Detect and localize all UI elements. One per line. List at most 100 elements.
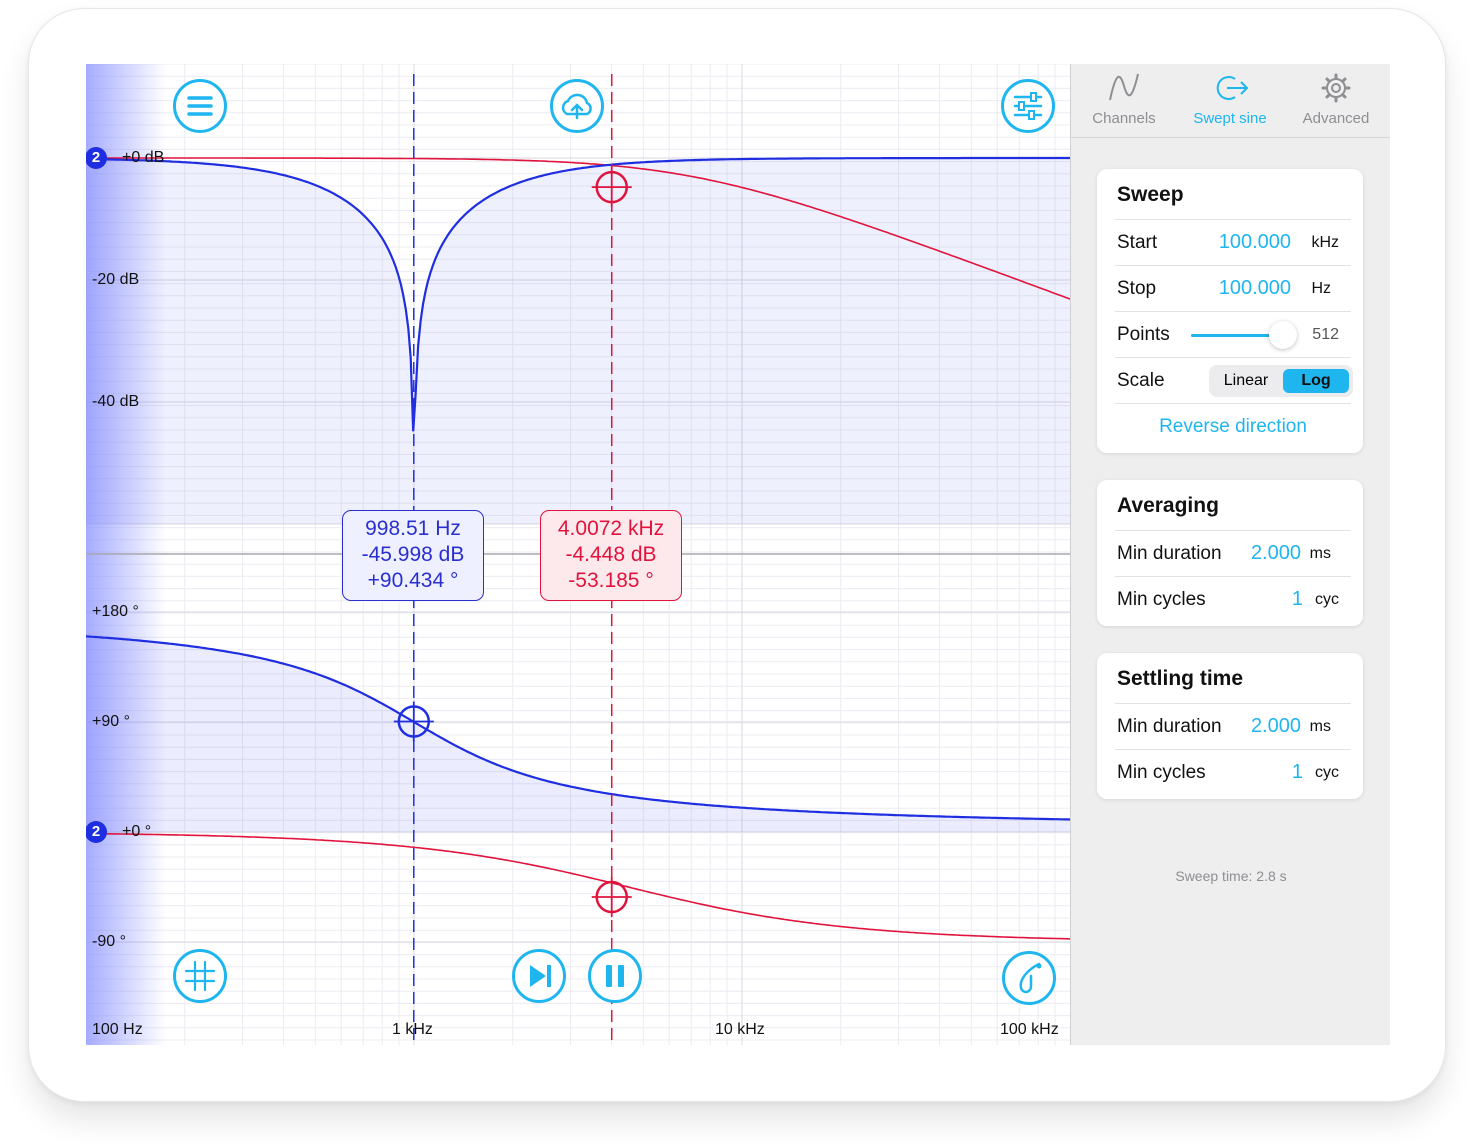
settling-cycles-value[interactable]: 1	[1291, 761, 1303, 783]
sweep-scale-row: Scale Linear Log	[1115, 357, 1353, 404]
settling-duration-value[interactable]: 2.000	[1250, 715, 1301, 737]
scale-option-log[interactable]: Log	[1283, 369, 1349, 393]
averaging-cycles-value[interactable]: 1	[1291, 588, 1303, 610]
points-label: Points	[1117, 324, 1170, 345]
start-unit: kHz	[1311, 234, 1339, 251]
settling-duration-row[interactable]: Min duration 2.000 ms	[1115, 703, 1351, 750]
readout-red-phase: -53.185 °	[568, 569, 654, 592]
sweep-start-row[interactable]: Start 100.000 kHz	[1115, 219, 1351, 266]
y-label-plus90deg: +90 °	[92, 713, 130, 730]
settling-cycles-label: Min cycles	[1117, 762, 1206, 783]
averaging-cycles-label: Min cycles	[1117, 589, 1206, 610]
grid-button[interactable]	[173, 949, 227, 1003]
sliders-icon	[1013, 92, 1043, 120]
reverse-direction-button[interactable]: Reverse direction	[1159, 416, 1307, 437]
settling-cycles-row[interactable]: Min cycles 1 cyc	[1115, 749, 1351, 796]
settling-card: Settling time Min duration 2.000 ms Min …	[1097, 653, 1363, 799]
gear-icon	[1321, 73, 1351, 103]
readout-blue-freq: 998.51 Hz	[365, 517, 461, 540]
x-label-100khz: 100 kHz	[1000, 1021, 1059, 1038]
pause-button[interactable]	[588, 949, 642, 1003]
sweep-reverse-row: Reverse direction	[1115, 403, 1351, 450]
tuning-fork-icon	[1019, 962, 1042, 994]
step-forward-icon	[530, 965, 551, 987]
readout-blue-mag: -45.998 dB	[361, 543, 465, 566]
points-slider-fill[interactable]	[1191, 334, 1281, 337]
tab-swept-sine[interactable]: Swept sine	[1177, 70, 1283, 134]
app-screen: +0 dB -20 dB -40 dB +180 ° +90 ° +0 ° -9…	[86, 64, 1390, 1045]
swept-sine-icon	[1216, 76, 1249, 100]
step-forward-button[interactable]	[512, 949, 566, 1003]
y-label-0db: +0 dB	[122, 149, 165, 166]
blue-phase-marker-cross	[393, 701, 434, 742]
y-label-plus180deg: +180 °	[92, 603, 139, 620]
averaging-cycles-row[interactable]: Min cycles 1 cyc	[1115, 576, 1351, 623]
y-label-minus90deg: -90 °	[92, 933, 126, 950]
red-magnitude-marker-cross	[591, 167, 632, 208]
cloud-upload-icon	[561, 93, 592, 120]
settling-duration-label: Min duration	[1117, 716, 1222, 737]
tab-bar: Channels Swept sine	[1071, 64, 1390, 138]
red-phase-marker-cross	[591, 877, 632, 918]
points-value: 512	[1312, 326, 1339, 343]
averaging-duration-row[interactable]: Min duration 2.000 ms	[1115, 530, 1351, 577]
x-label-10khz: 10 kHz	[715, 1021, 765, 1038]
sweep-title: Sweep	[1117, 183, 1184, 206]
cursor-readout-blue[interactable]: 998.51 Hz -45.998 dB +90.434 °	[342, 510, 484, 601]
stop-label: Stop	[1117, 278, 1157, 299]
pause-icon	[606, 965, 624, 987]
start-value[interactable]: 100.000	[1218, 231, 1291, 253]
x-label-100hz: 100 Hz	[92, 1021, 143, 1038]
settling-duration-unit: ms	[1309, 718, 1331, 735]
red-phase-curve	[86, 832, 1070, 940]
stop-value[interactable]: 100.000	[1218, 277, 1291, 299]
phase-fill	[86, 636, 1070, 832]
channel-badge-phase[interactable]: 2	[86, 821, 107, 843]
settling-title: Settling time	[1117, 667, 1244, 690]
readout-blue-phase: +90.434 °	[367, 569, 459, 592]
tab-swept-sine-label: Swept sine	[1193, 110, 1267, 127]
magnitude-fill	[86, 158, 1070, 524]
y-label-0deg: +0 °	[122, 823, 152, 840]
upload-button[interactable]	[550, 79, 604, 133]
averaging-card: Averaging Min duration 2.000 ms Min cycl…	[1097, 480, 1363, 626]
sweep-time-status: Sweep time: 2.8 s	[1175, 868, 1287, 884]
tab-channels[interactable]: Channels	[1071, 70, 1177, 134]
menu-icon	[187, 96, 213, 116]
red-magnitude-curve	[86, 157, 1070, 300]
averaging-title: Averaging	[1117, 494, 1219, 517]
y-label-minus40db: -40 dB	[92, 393, 140, 410]
sweep-stop-row[interactable]: Stop 100.000 Hz	[1115, 265, 1351, 312]
stop-unit: Hz	[1311, 280, 1331, 297]
tuning-button[interactable]	[1002, 951, 1056, 1005]
bode-plot[interactable]: +0 dB -20 dB -40 dB +180 ° +90 ° +0 ° -9…	[86, 64, 1070, 1045]
sweep-card: Sweep Start 100.000 kHz Stop 100.000 Hz …	[1097, 169, 1363, 453]
cursor-readout-red[interactable]: 4.0072 kHz -4.448 dB -53.185 °	[540, 510, 682, 601]
blue-magnitude-curve	[86, 156, 1070, 432]
readout-red-mag: -4.448 dB	[565, 543, 657, 566]
sine-wave-icon	[1109, 73, 1139, 101]
scale-label: Scale	[1117, 370, 1165, 391]
settling-cycles-unit: cyc	[1315, 764, 1339, 781]
sweep-points-row: Points 512	[1115, 311, 1351, 358]
readout-red-freq: 4.0072 kHz	[557, 517, 665, 540]
scale-segmented-control[interactable]: Linear Log	[1209, 365, 1353, 397]
channel-badge-magnitude[interactable]: 2	[86, 147, 107, 169]
tab-channels-label: Channels	[1092, 110, 1156, 127]
averaging-duration-value[interactable]: 2.000	[1250, 542, 1301, 564]
blue-phase-curve	[86, 635, 1070, 821]
settings-button[interactable]	[1001, 79, 1055, 133]
tab-advanced[interactable]: Advanced	[1283, 70, 1389, 134]
plot-canvas[interactable]	[86, 64, 1070, 1045]
grid-icon	[184, 960, 216, 992]
tab-advanced-label: Advanced	[1302, 110, 1370, 127]
x-label-1khz: 1 kHz	[392, 1021, 433, 1038]
averaging-duration-unit: ms	[1309, 545, 1331, 562]
menu-button[interactable]	[173, 79, 227, 133]
settings-panel: Channels Swept sine	[1070, 64, 1390, 1045]
y-label-minus20db: -20 dB	[92, 271, 140, 288]
start-label: Start	[1117, 232, 1158, 253]
points-slider-knob[interactable]	[1269, 321, 1297, 349]
averaging-duration-label: Min duration	[1117, 543, 1222, 564]
scale-option-linear[interactable]: Linear	[1223, 372, 1269, 389]
